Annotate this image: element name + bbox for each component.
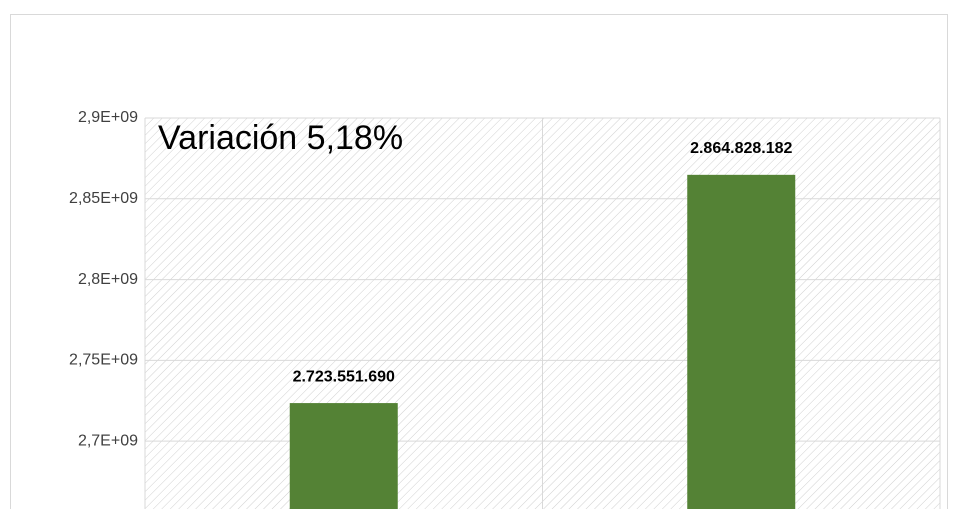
y-tick-label: 2,7E+09 xyxy=(78,432,138,449)
y-tick-label: 2,75E+09 xyxy=(69,352,138,369)
value-label: 2.723.551.690 xyxy=(293,368,395,385)
bar xyxy=(289,403,398,509)
y-tick-label: 2,9E+09 xyxy=(78,109,138,126)
value-label: 2.864.828.182 xyxy=(690,140,792,157)
bar xyxy=(687,174,796,509)
annotation: Variación 5,18% xyxy=(158,119,403,157)
y-tick-label: 2,8E+09 xyxy=(78,271,138,288)
y-tick-label: 2,85E+09 xyxy=(69,190,138,207)
